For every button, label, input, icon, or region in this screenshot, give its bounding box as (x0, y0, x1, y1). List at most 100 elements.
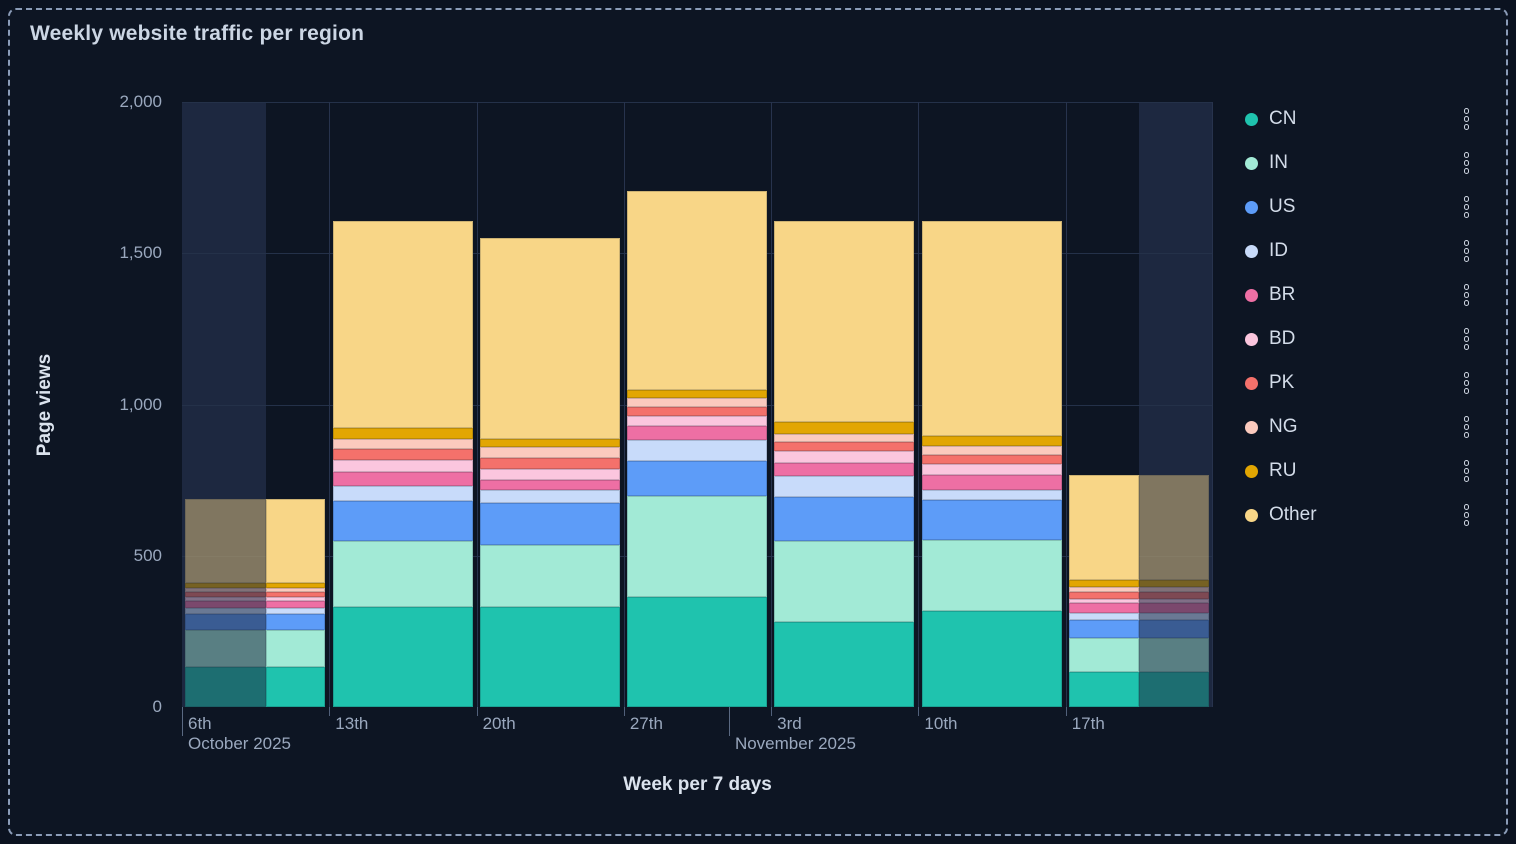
legend-item-id[interactable]: ID (1245, 239, 1477, 263)
bar-segment-Other[interactable] (332, 220, 473, 429)
bar-segment-BR[interactable] (332, 471, 473, 486)
bar-segment-Other[interactable] (1139, 475, 1209, 580)
bar-segment-BD[interactable] (1069, 598, 1139, 603)
bar-segment-NG[interactable] (921, 445, 1062, 456)
bar-segment-Other[interactable] (479, 237, 620, 440)
bar-segment-US[interactable] (266, 613, 326, 630)
bar-segment-BD[interactable] (332, 460, 473, 472)
legend-item-br[interactable]: BR (1245, 283, 1477, 307)
bar-segment-US[interactable] (1069, 619, 1139, 638)
legend-item-cn[interactable]: CN (1245, 107, 1477, 131)
bar-segment-BR[interactable] (1139, 602, 1209, 613)
bar-segment-BD[interactable] (1139, 598, 1209, 603)
bar-segment-Other[interactable] (1069, 475, 1139, 580)
legend-menu-kebab-icon[interactable] (1462, 282, 1472, 308)
bar-segment-BR[interactable] (185, 600, 267, 609)
bar-segment-IN[interactable] (1069, 637, 1139, 672)
bar-segment-ID[interactable] (479, 489, 620, 503)
bar-segment-CN[interactable] (1069, 671, 1139, 707)
legend-menu-kebab-icon[interactable] (1462, 194, 1472, 220)
bar-segment-Other[interactable] (921, 221, 1062, 436)
bar-segment-ID[interactable] (185, 608, 267, 614)
bar-segment-PK[interactable] (627, 406, 768, 416)
bar-segment-IN[interactable] (921, 540, 1062, 611)
bar-segment-NG[interactable] (1069, 587, 1139, 593)
bar-segment-BR[interactable] (774, 462, 915, 476)
bar-segment-BR[interactable] (1069, 602, 1139, 613)
bar-segment-IN[interactable] (1139, 637, 1209, 672)
bar-segment-CN[interactable] (627, 596, 768, 707)
bar-segment-BD[interactable] (185, 596, 267, 601)
bar-segment-CN[interactable] (921, 610, 1062, 707)
bar-segment-CN[interactable] (332, 606, 473, 707)
bar-segment-NG[interactable] (479, 447, 620, 459)
bar-segment-CN[interactable] (185, 667, 267, 707)
bar-segment-PK[interactable] (185, 592, 267, 597)
bar-segment-ID[interactable] (627, 439, 768, 461)
bar-segment-NG[interactable] (266, 588, 326, 593)
bar-segment-NG[interactable] (332, 439, 473, 449)
bar-segment-US[interactable] (921, 500, 1062, 541)
legend-item-pk[interactable]: PK (1245, 371, 1477, 395)
bar-segment-ID[interactable] (921, 490, 1062, 501)
bar-segment-ID[interactable] (1069, 612, 1139, 620)
bar-segment-Other[interactable] (627, 191, 768, 390)
bar-segment-ID[interactable] (1139, 612, 1209, 620)
bar-segment-PK[interactable] (332, 448, 473, 461)
bar-segment-NG[interactable] (1139, 587, 1209, 593)
bar-segment-IN[interactable] (774, 541, 915, 622)
bar-segment-US[interactable] (1139, 619, 1209, 638)
legend-item-in[interactable]: IN (1245, 151, 1477, 175)
bar-segment-PK[interactable] (774, 441, 915, 451)
bar-segment-US[interactable] (332, 501, 473, 542)
bar-segment-IN[interactable] (266, 629, 326, 668)
bar-segment-IN[interactable] (185, 629, 267, 668)
bar-segment-US[interactable] (627, 460, 768, 496)
bar-segment-BD[interactable] (479, 469, 620, 480)
bar-segment-BR[interactable] (266, 600, 326, 609)
bar-segment-US[interactable] (479, 502, 620, 546)
bar-segment-BR[interactable] (479, 479, 620, 490)
bar-segment-RU[interactable] (185, 582, 267, 589)
bar-segment-NG[interactable] (774, 433, 915, 442)
bar-segment-US[interactable] (774, 497, 915, 542)
legend-menu-kebab-icon[interactable] (1462, 238, 1472, 264)
bar-segment-PK[interactable] (1069, 592, 1139, 599)
bar-segment-CN[interactable] (774, 621, 915, 707)
bar-segment-RU[interactable] (266, 582, 326, 589)
bar-segment-BD[interactable] (774, 450, 915, 463)
legend-menu-kebab-icon[interactable] (1462, 458, 1472, 484)
bar-segment-NG[interactable] (185, 588, 267, 593)
legend-item-us[interactable]: US (1245, 195, 1477, 219)
bar-segment-IN[interactable] (479, 545, 620, 607)
bar-segment-BD[interactable] (921, 464, 1062, 475)
bar-segment-BD[interactable] (627, 415, 768, 427)
bar-segment-RU[interactable] (1069, 579, 1139, 588)
bar-segment-CN[interactable] (479, 606, 620, 707)
bar-segment-BR[interactable] (627, 426, 768, 440)
legend-menu-kebab-icon[interactable] (1462, 150, 1472, 176)
bar-segment-IN[interactable] (332, 541, 473, 607)
bar-segment-ID[interactable] (266, 608, 326, 614)
bar-segment-CN[interactable] (1139, 671, 1209, 707)
bar-segment-PK[interactable] (921, 455, 1062, 465)
bar-segment-BR[interactable] (921, 475, 1062, 491)
bar-segment-CN[interactable] (266, 667, 326, 707)
bar-segment-RU[interactable] (479, 439, 620, 448)
bar-segment-Other[interactable] (774, 221, 915, 422)
legend-menu-kebab-icon[interactable] (1462, 106, 1472, 132)
bar-segment-PK[interactable] (1139, 592, 1209, 599)
bar-segment-ID[interactable] (332, 485, 473, 501)
legend-item-bd[interactable]: BD (1245, 327, 1477, 351)
bar-segment-NG[interactable] (627, 397, 768, 407)
bar-segment-RU[interactable] (774, 421, 915, 434)
legend-item-ru[interactable]: RU (1245, 459, 1477, 483)
bar-segment-US[interactable] (185, 613, 267, 630)
bar-segment-Other[interactable] (185, 499, 267, 583)
bar-segment-PK[interactable] (266, 592, 326, 597)
bar-segment-RU[interactable] (332, 428, 473, 440)
legend-menu-kebab-icon[interactable] (1462, 414, 1472, 440)
legend-menu-kebab-icon[interactable] (1462, 370, 1472, 396)
legend-menu-kebab-icon[interactable] (1462, 326, 1472, 352)
bar-segment-RU[interactable] (921, 435, 1062, 446)
